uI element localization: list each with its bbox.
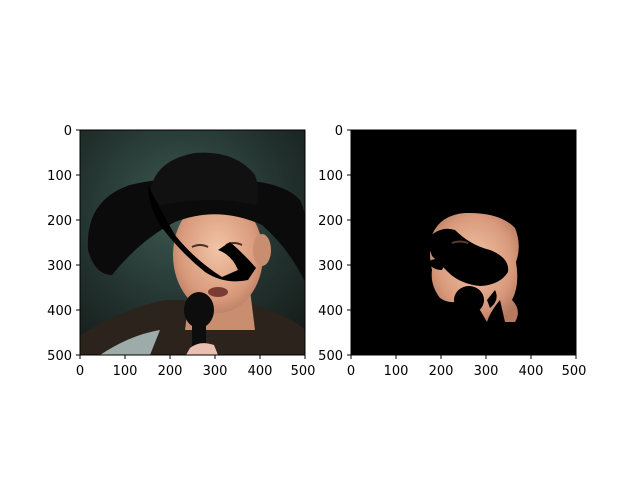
right-x-tick-label: 200 (429, 364, 454, 379)
right-x-tick-label: 400 (519, 364, 544, 379)
mask-occlusion-chin (487, 290, 497, 308)
left-x-tick-label: 400 (248, 364, 273, 379)
right-y-tick-label: 100 (318, 169, 343, 184)
hat-crown (150, 152, 259, 205)
left-x-tick-label: 200 (158, 364, 183, 379)
microphone-head (184, 292, 214, 328)
mouth (208, 287, 228, 297)
collar-highlight (100, 330, 160, 355)
left-y-ticks (76, 129, 80, 356)
right-x-tick-label: 500 (562, 364, 587, 379)
right-x-ticks (350, 355, 577, 359)
left-y-tick-label: 400 (47, 304, 72, 319)
left-y-tick-label: 500 (47, 349, 72, 364)
left-eye (191, 244, 209, 248)
face (173, 197, 263, 313)
mask-occlusion-eyes (426, 228, 509, 286)
left-y-tick-label: 0 (64, 124, 72, 139)
left-x-tick-label: 100 (113, 364, 138, 379)
hand (186, 343, 218, 355)
mask-occlusion-mouth (454, 286, 484, 314)
left-y-tick-label: 300 (47, 259, 72, 274)
original-photo-panel (80, 130, 305, 355)
right-y-tick-label: 500 (318, 349, 343, 364)
right-x-tick-label: 0 (347, 364, 355, 379)
left-x-tick-label: 0 (76, 364, 84, 379)
left-x-ticks (79, 355, 306, 359)
mask-occlusion-left (428, 259, 446, 270)
masked-eye (451, 240, 469, 244)
right-y-tick-label: 300 (318, 259, 343, 274)
right-y-tick-label: 400 (318, 304, 343, 319)
right-x-tick-label: 100 (384, 364, 409, 379)
left-x-tick-label: 300 (203, 364, 228, 379)
left-axes-frame (79, 129, 306, 356)
left-y-tick-label: 100 (47, 169, 72, 184)
right-y-tick-label: 0 (335, 124, 343, 139)
ear (253, 234, 271, 266)
right-axes-frame (350, 129, 577, 356)
hat-brim (87, 178, 305, 282)
right-x-tick-label: 300 (474, 364, 499, 379)
left-y-tick-label: 200 (47, 214, 72, 229)
right-y-tick-label: 200 (318, 214, 343, 229)
masked-photo-panel (351, 130, 576, 355)
occlusion-mark (148, 185, 256, 282)
left-x-tick-label: 500 (291, 364, 316, 379)
right-y-ticks (347, 129, 351, 356)
